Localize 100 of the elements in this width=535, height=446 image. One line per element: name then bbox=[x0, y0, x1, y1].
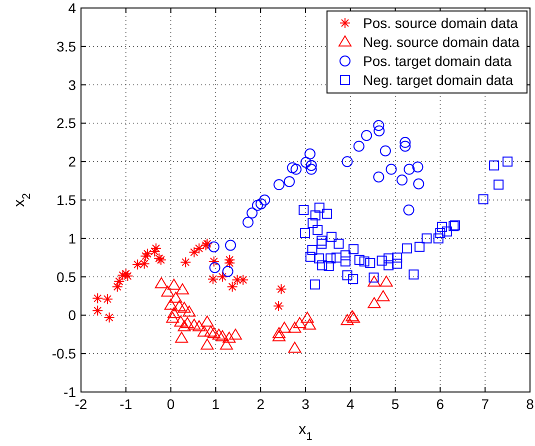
legend-label: Neg. source domain data bbox=[363, 34, 520, 50]
y-tick-label: 1.5 bbox=[56, 192, 76, 208]
point bbox=[361, 130, 372, 141]
point bbox=[286, 162, 298, 174]
point bbox=[326, 253, 336, 264]
point bbox=[174, 316, 188, 327]
point bbox=[256, 198, 267, 210]
point bbox=[400, 136, 411, 148]
point bbox=[326, 232, 337, 242]
point bbox=[310, 279, 320, 290]
point bbox=[324, 261, 334, 272]
point bbox=[104, 312, 115, 324]
point bbox=[300, 312, 314, 323]
point bbox=[376, 256, 387, 266]
point bbox=[308, 218, 318, 228]
x-tick-label: 3 bbox=[302, 396, 310, 412]
point bbox=[396, 174, 408, 186]
point bbox=[502, 156, 513, 167]
x-tick-label: 1 bbox=[212, 396, 220, 412]
point bbox=[180, 317, 194, 328]
point bbox=[273, 300, 284, 312]
point bbox=[380, 276, 393, 287]
point bbox=[348, 274, 358, 284]
point bbox=[138, 258, 150, 270]
point bbox=[342, 156, 353, 168]
point bbox=[340, 314, 354, 326]
point bbox=[413, 178, 424, 190]
point bbox=[224, 254, 236, 266]
point bbox=[322, 208, 332, 219]
point bbox=[312, 224, 323, 235]
point bbox=[316, 238, 327, 249]
point bbox=[306, 164, 317, 175]
point bbox=[117, 270, 128, 281]
x-tick-label: 8 bbox=[526, 396, 534, 412]
point bbox=[154, 277, 168, 288]
x-tick-label: 6 bbox=[436, 396, 444, 412]
point bbox=[209, 262, 220, 274]
point bbox=[288, 342, 302, 353]
y-tick-label: 1 bbox=[68, 230, 76, 246]
point bbox=[435, 228, 446, 238]
point bbox=[259, 194, 270, 206]
point bbox=[414, 242, 425, 252]
point bbox=[166, 312, 180, 323]
point bbox=[208, 241, 220, 252]
point bbox=[246, 208, 258, 219]
point bbox=[272, 330, 286, 342]
point bbox=[402, 243, 412, 254]
x-tick-label: 7 bbox=[481, 396, 490, 412]
point bbox=[316, 236, 327, 246]
point bbox=[92, 305, 104, 316]
y-tick-label: 3.5 bbox=[56, 38, 76, 54]
point bbox=[198, 326, 211, 337]
point bbox=[373, 120, 384, 132]
point bbox=[276, 284, 287, 295]
legend-label: Pos. target domain data bbox=[363, 53, 512, 69]
point bbox=[252, 200, 263, 211]
legend-label: Neg. target domain data bbox=[363, 72, 514, 88]
point bbox=[224, 257, 236, 268]
point bbox=[112, 281, 123, 292]
y-tick-label: 2.5 bbox=[56, 115, 76, 132]
point bbox=[225, 240, 236, 251]
y-tick-label: -1 bbox=[64, 384, 76, 400]
point bbox=[167, 278, 180, 290]
point bbox=[284, 176, 295, 188]
point bbox=[92, 292, 104, 304]
point bbox=[272, 327, 286, 338]
point bbox=[408, 269, 419, 280]
point bbox=[132, 259, 144, 270]
point bbox=[478, 194, 488, 204]
point bbox=[290, 164, 302, 175]
point bbox=[300, 156, 312, 168]
point bbox=[176, 283, 189, 294]
point bbox=[180, 256, 192, 268]
x-tick-label: -1 bbox=[120, 396, 132, 412]
point bbox=[175, 332, 188, 343]
point bbox=[298, 204, 309, 215]
point bbox=[212, 328, 226, 340]
point bbox=[222, 332, 236, 343]
point bbox=[303, 318, 316, 330]
point bbox=[188, 246, 200, 258]
point bbox=[403, 204, 414, 216]
x-tick-label: 5 bbox=[391, 396, 400, 412]
point bbox=[178, 320, 191, 332]
point bbox=[368, 297, 381, 308]
point bbox=[354, 254, 364, 265]
point bbox=[172, 300, 186, 312]
y-tick-label: 4 bbox=[68, 0, 76, 16]
point bbox=[400, 140, 411, 152]
point bbox=[412, 161, 424, 172]
point bbox=[232, 274, 243, 286]
x-tick-label: -2 bbox=[74, 396, 88, 412]
point bbox=[274, 179, 285, 190]
point bbox=[348, 244, 359, 254]
point bbox=[293, 317, 306, 328]
point bbox=[433, 233, 444, 244]
point bbox=[204, 326, 218, 337]
point bbox=[317, 260, 328, 270]
point bbox=[178, 302, 191, 313]
legend-label: Pos. source domain data bbox=[363, 15, 518, 31]
point bbox=[288, 322, 302, 333]
